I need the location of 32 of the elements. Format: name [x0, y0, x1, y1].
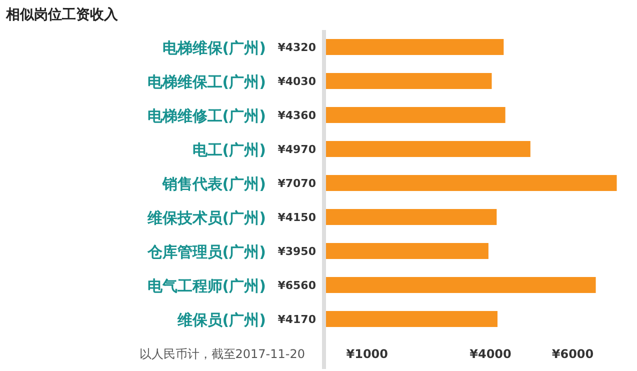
y-tick-label: 电工(广州) [192, 141, 266, 159]
data-label: ¥6560 [278, 279, 316, 292]
y-tick-label: 电气工程师(广州) [147, 277, 266, 295]
x-tick-label: ¥6000 [552, 347, 594, 361]
x-tick-label: ¥1000 [346, 347, 388, 361]
data-label: ¥4170 [278, 313, 316, 326]
data-label: ¥7070 [278, 177, 316, 190]
bar [326, 311, 498, 327]
data-label: ¥4970 [278, 143, 316, 156]
bar [326, 141, 530, 157]
bar [326, 277, 596, 293]
y-tick-label: 电梯维修工(广州) [147, 107, 266, 125]
bar [326, 175, 617, 191]
data-label: ¥3950 [278, 245, 316, 258]
y-tick-label: 维保技术员(广州) [146, 209, 266, 227]
bar [326, 39, 504, 55]
y-tick-label: 销售代表(广州) [161, 175, 266, 193]
bar [326, 209, 497, 225]
text: 相似岗位工资收入 [5, 7, 119, 23]
y-tick-label: 仓库管理员(广州) [146, 243, 266, 261]
y-tick-label: 电梯维保(广州) [162, 39, 266, 57]
x-tick-label: ¥4000 [470, 347, 512, 361]
bar [326, 73, 492, 89]
data-label: ¥4030 [278, 75, 316, 88]
data-label: ¥4360 [278, 109, 316, 122]
text: 以人民币计，截至2017-11-20 [139, 347, 305, 361]
y-tick-label: 电梯维保工(广州) [147, 73, 266, 91]
data-label: ¥4150 [278, 211, 316, 224]
data-label: ¥4320 [278, 41, 316, 54]
y-tick-label: 维保员(广州) [176, 311, 266, 329]
bar [326, 107, 506, 123]
bar [326, 243, 488, 259]
